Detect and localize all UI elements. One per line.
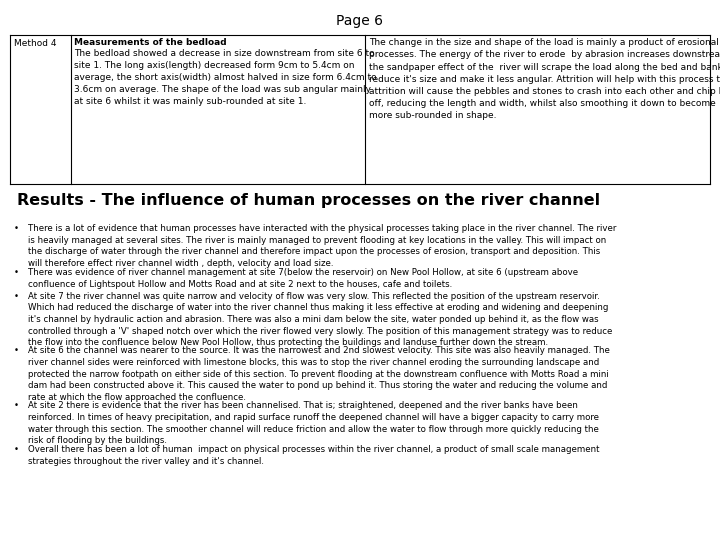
Text: •: • (14, 292, 19, 301)
Text: •: • (14, 446, 19, 455)
Text: At site 7 the river channel was quite narrow and velocity of flow was very slow.: At site 7 the river channel was quite na… (28, 292, 613, 347)
Text: There is a lot of evidence that human processes have interacted with the physica: There is a lot of evidence that human pr… (28, 224, 616, 268)
Text: •: • (14, 268, 19, 278)
Text: At site 6 the channel was nearer to the source. It was the narrowest and 2nd slo: At site 6 the channel was nearer to the … (28, 346, 610, 402)
Text: Method 4: Method 4 (14, 39, 56, 49)
Text: Overall there has been a lot of human  impact on physical processes within the r: Overall there has been a lot of human im… (28, 446, 600, 466)
Text: Measurements of the bedload: Measurements of the bedload (74, 38, 227, 48)
Text: Page 6: Page 6 (336, 14, 384, 28)
Text: The bedload showed a decrease in size downstream from site 6 to
site 1. The long: The bedload showed a decrease in size do… (74, 49, 377, 106)
Text: •: • (14, 401, 19, 410)
Text: The change in the size and shape of the load is mainly a product of erosional
pr: The change in the size and shape of the … (369, 38, 720, 120)
Text: At site 2 there is evidence that the river has been channelised. That is; straig: At site 2 there is evidence that the riv… (28, 401, 599, 445)
Text: •: • (14, 346, 19, 355)
Text: There was evidence of river channel management at site 7(below the reservoir) on: There was evidence of river channel mana… (28, 268, 578, 289)
Text: •: • (14, 224, 19, 233)
Text: Results - The influence of human processes on the river channel: Results - The influence of human process… (17, 193, 600, 208)
